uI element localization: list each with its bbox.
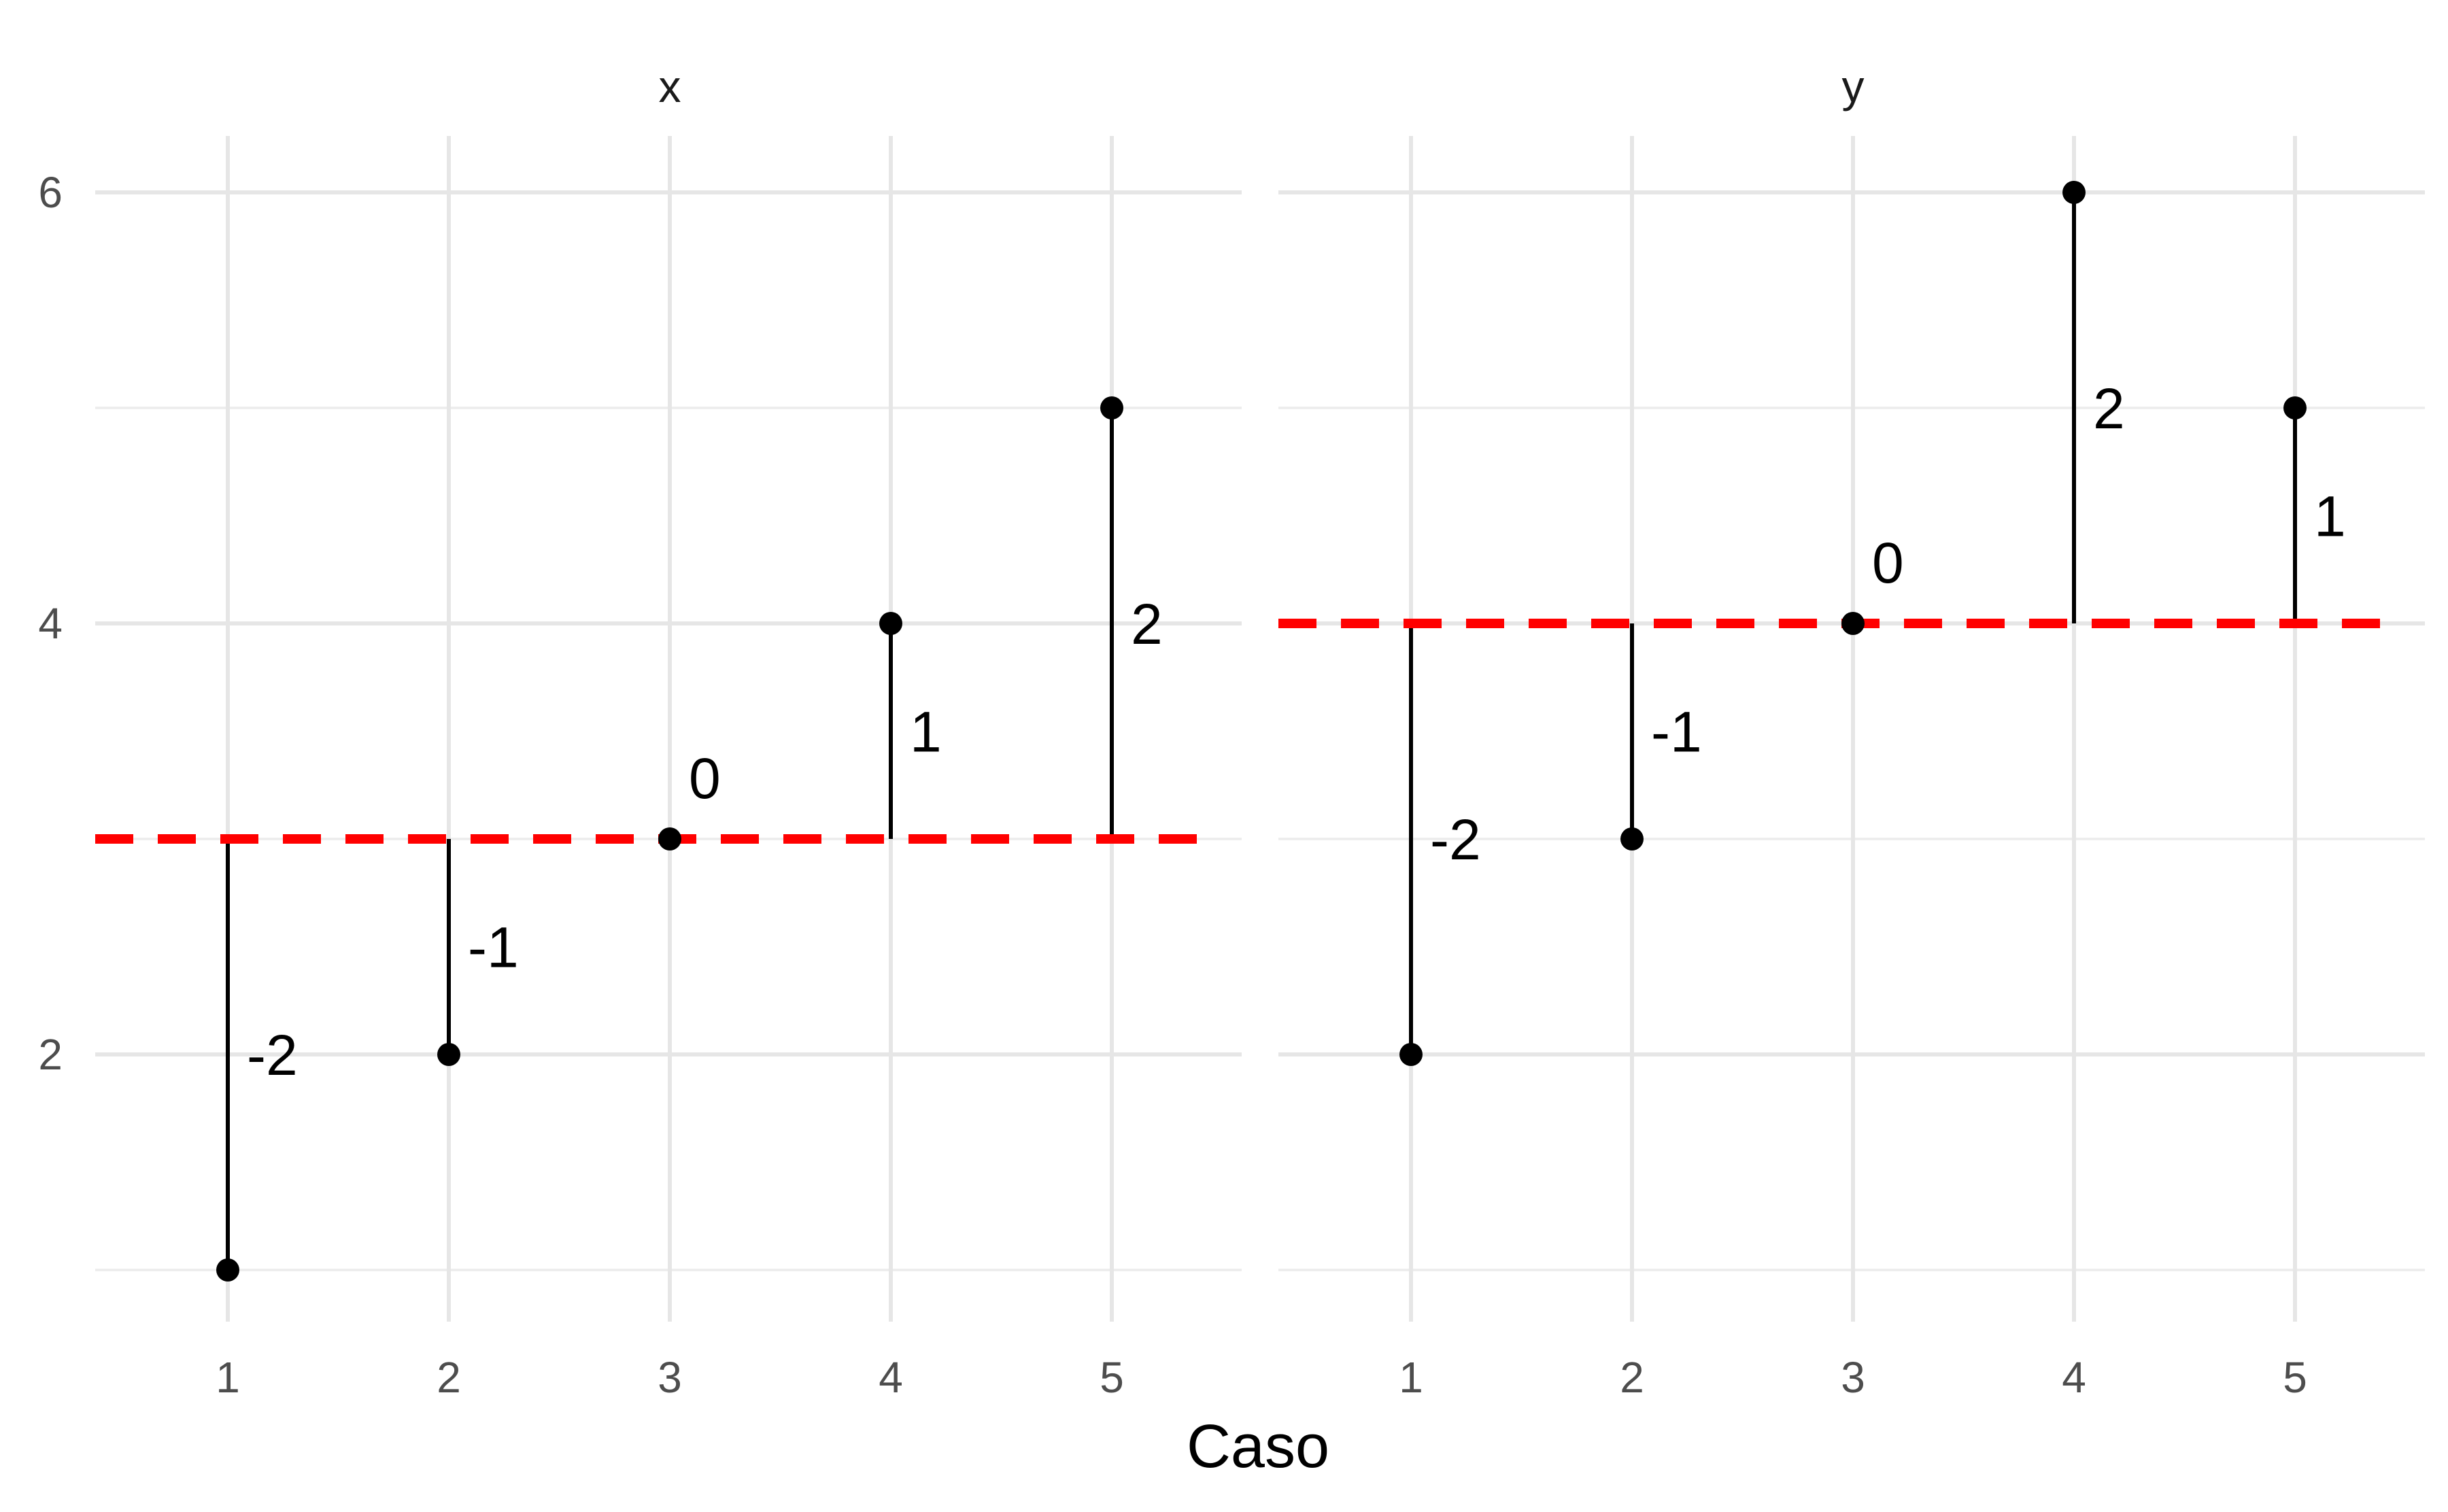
x-tick-label: 5 — [2283, 1353, 2307, 1402]
deviation-label: -2 — [247, 1023, 298, 1087]
data-point — [437, 1043, 460, 1066]
deviation-label: -1 — [1651, 700, 1702, 764]
x-tick-label: 4 — [879, 1353, 903, 1402]
x-tick-label: 5 — [1100, 1353, 1124, 1402]
data-point — [2283, 396, 2307, 419]
deviation-label: 1 — [2314, 485, 2346, 549]
panel-y: y 1 2 3 4 5 -2 -1 0 2 1 — [1278, 61, 2425, 1402]
data-point — [1841, 612, 1865, 635]
deviation-label: -2 — [1430, 808, 1481, 872]
x-tick-label: 4 — [2062, 1353, 2086, 1402]
x-tick-label: 1 — [216, 1353, 240, 1402]
data-point — [1100, 396, 1123, 419]
panels: x 1 2 3 4 5 -2 -1 0 1 2 y 1 2 3 4 5 -2 -1 0 2 1 — [95, 61, 2425, 1402]
x-tick-label: 3 — [658, 1353, 682, 1402]
x-axis-title: Caso — [1187, 1413, 1329, 1481]
data-point — [879, 612, 902, 635]
deviation-label: 0 — [1872, 531, 1904, 595]
deviation-label: 2 — [2093, 377, 2125, 441]
strip-label-x: x — [659, 61, 681, 111]
deviation-label: 2 — [1131, 592, 1163, 656]
x-tick-label: 1 — [1399, 1353, 1423, 1402]
x-tick-label: 3 — [1841, 1353, 1865, 1402]
y-tick-label: 4 — [38, 599, 63, 648]
data-point — [1620, 827, 1644, 850]
deviation-label: 1 — [910, 700, 942, 764]
data-point — [1399, 1043, 1423, 1066]
data-point — [658, 827, 681, 850]
x-tick-label: 2 — [437, 1353, 461, 1402]
data-point — [2062, 181, 2086, 204]
y-tick-label: 6 — [38, 168, 63, 217]
y-tick-label: 2 — [38, 1030, 63, 1079]
data-point — [216, 1258, 239, 1282]
deviation-label: 0 — [689, 746, 721, 810]
deviation-label: -1 — [468, 916, 519, 980]
x-tick-label: 2 — [1620, 1353, 1644, 1402]
strip-label-y: y — [1842, 61, 1865, 111]
y-axis: 2 4 6 — [38, 168, 63, 1079]
panel-x: x 1 2 3 4 5 -2 -1 0 1 2 — [95, 61, 1242, 1402]
